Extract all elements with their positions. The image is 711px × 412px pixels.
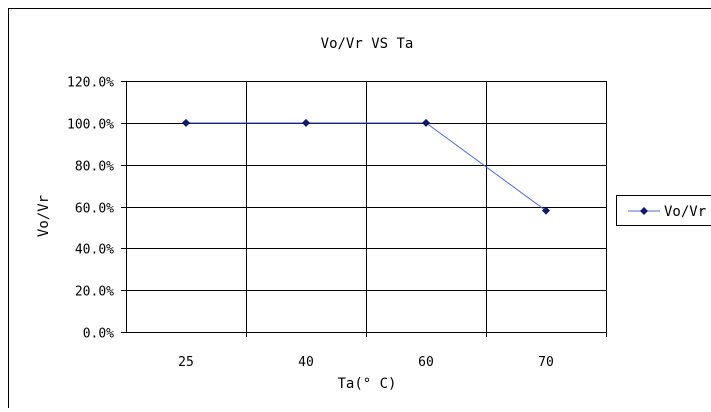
legend-label: Vo/Vr: [664, 204, 706, 220]
y-axis-label: Vo/Vr: [36, 195, 52, 237]
x-tick-label: 40: [298, 355, 314, 370]
y-tick-label: 40.0%: [75, 243, 114, 258]
y-tick-label: 120.0%: [67, 76, 114, 91]
y-tick-label: 60.0%: [75, 202, 114, 217]
x-tick-label: 70: [538, 355, 554, 370]
y-tick-label: 80.0%: [75, 160, 114, 175]
x-tick-label: 60: [418, 355, 434, 370]
y-tick-label: 0.0%: [83, 327, 114, 342]
y-tick-label: 100.0%: [67, 118, 114, 133]
chart-title: Vo/Vr VS Ta: [321, 36, 414, 52]
x-axis-label: Ta(° C): [337, 376, 396, 392]
legend: Vo/Vr: [617, 196, 711, 226]
y-tick-label: 20.0%: [75, 285, 114, 300]
x-tick-label: 25: [178, 355, 194, 370]
